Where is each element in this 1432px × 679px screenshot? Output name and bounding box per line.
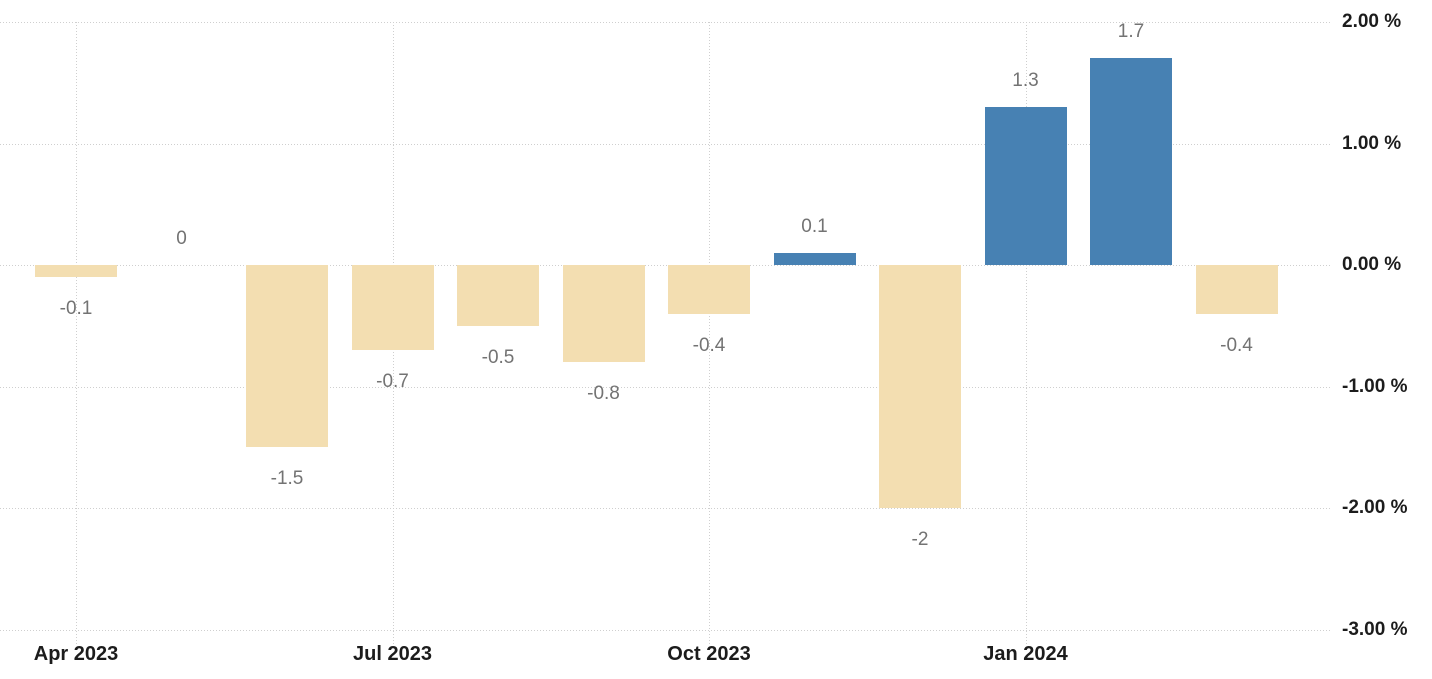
bar-value-label: -0.1 [59,298,93,320]
x-axis-tick-label: Oct 2023 [667,643,751,665]
bar[interactable] [457,265,539,326]
bar[interactable] [879,265,961,508]
h-gridline [0,143,1330,145]
bar[interactable] [562,265,645,363]
y-axis-tick-label: 2.00 % [1342,11,1402,32]
bar[interactable] [35,265,117,278]
h-gridline [0,508,1330,509]
x-axis-tick-label: Jul 2023 [353,643,432,665]
bar[interactable] [246,265,328,448]
bar[interactable] [1090,58,1172,265]
bar-value-label: -0.4 [692,334,726,356]
bar-value-label: 0 [176,228,187,249]
bar-value-label: -0.7 [376,371,409,393]
y-axis-tick-label: 0.00 % [1342,254,1402,275]
h-gridline [0,22,1330,23]
y-axis-tick-label: 1.00 % [1342,132,1402,154]
bar-value-label: -0.8 [587,383,620,405]
y-axis-tick-label: -2.00 % [1342,497,1408,518]
y-axis-tick-label: -1.00 % [1342,375,1408,397]
bar-value-label: -0.5 [481,346,515,368]
bar[interactable] [1195,265,1278,314]
bar-value-label: 0.1 [801,215,828,237]
y-axis-tick-label: -3.00 % [1342,618,1408,640]
v-gridline [709,22,710,645]
h-gridline [0,629,1330,631]
bar[interactable] [773,252,856,265]
bar-value-label: -0.4 [1220,334,1253,356]
bar-value-label: 1.3 [1012,70,1039,92]
bar-value-label: -2 [911,529,929,550]
v-gridline [76,22,77,645]
bar-value-label: 1.7 [1117,21,1145,43]
bar[interactable] [351,265,434,351]
h-gridline [0,265,1330,266]
h-gridline [0,386,1330,388]
x-axis-tick-label: Jan 2024 [983,643,1068,665]
bar[interactable] [668,265,750,314]
bar[interactable] [984,107,1067,265]
x-axis-tick-label: Apr 2023 [33,643,119,665]
v-gridline [1025,22,1027,645]
bar-value-label: -1.5 [270,468,304,490]
